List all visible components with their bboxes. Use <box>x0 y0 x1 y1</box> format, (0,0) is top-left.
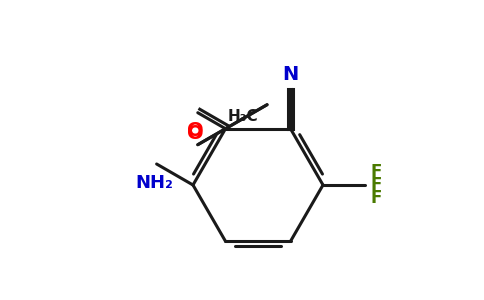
Text: O: O <box>187 121 204 140</box>
Text: NH₂: NH₂ <box>136 174 174 192</box>
Text: O: O <box>187 124 204 143</box>
Text: F: F <box>370 176 381 194</box>
Text: F: F <box>370 189 381 207</box>
Text: F: F <box>370 163 381 181</box>
Text: N: N <box>282 65 299 84</box>
Text: H₃C: H₃C <box>227 109 258 124</box>
